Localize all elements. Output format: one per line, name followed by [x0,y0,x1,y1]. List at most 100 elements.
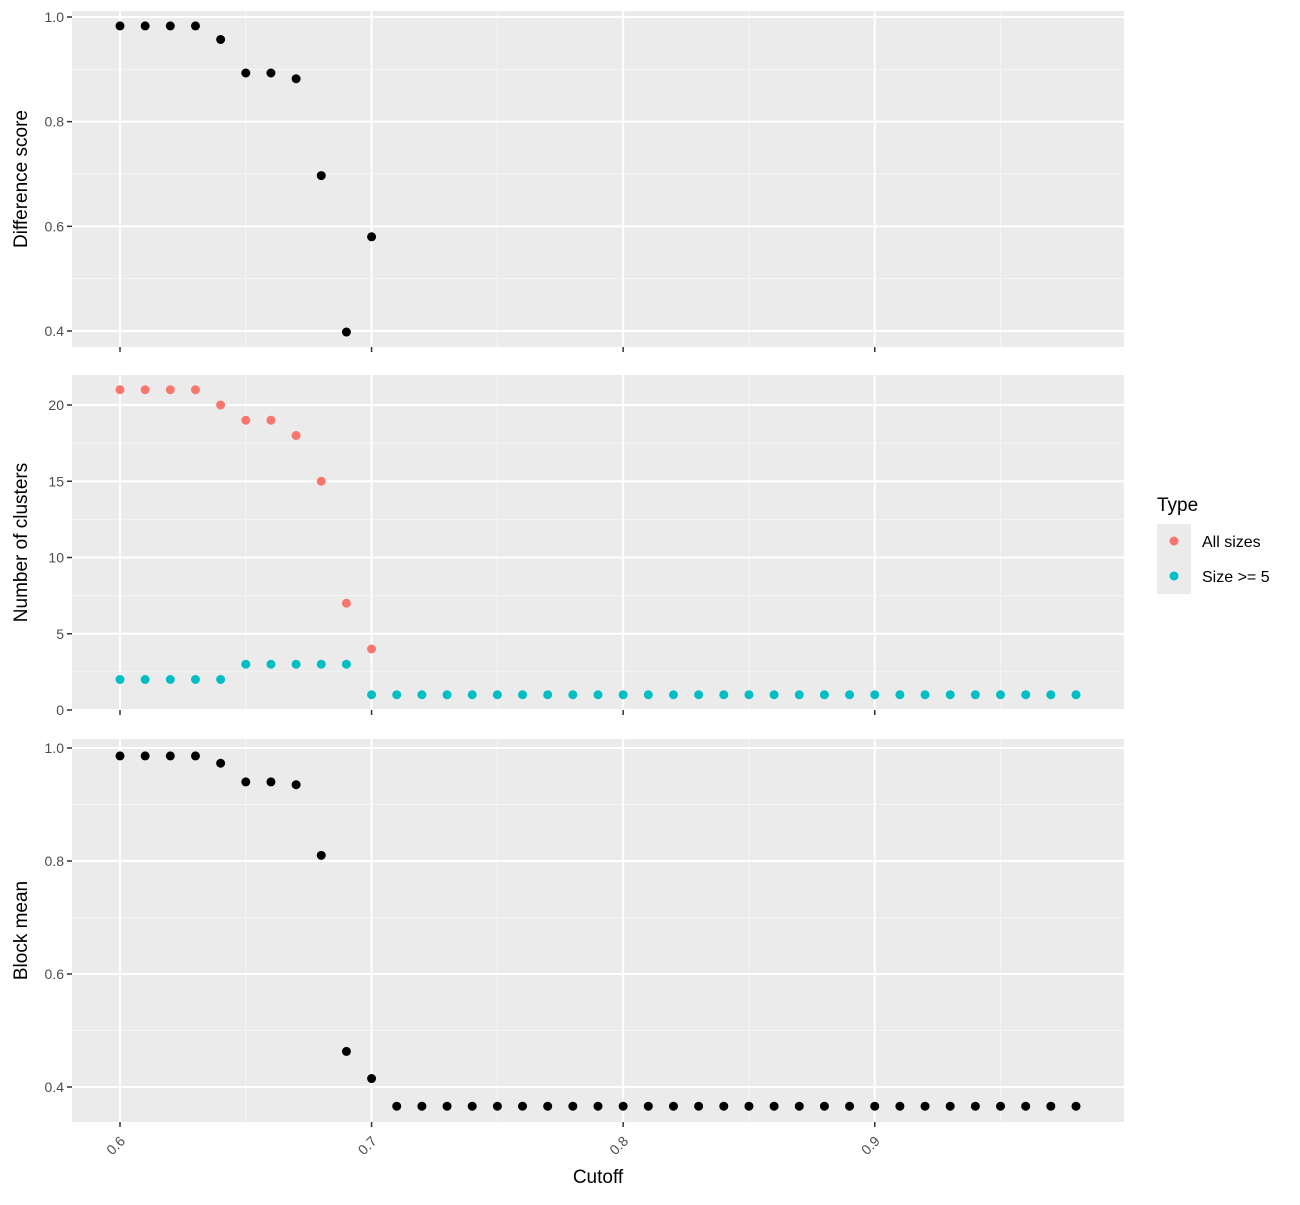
bottom-data-point-series-1 [970,1101,980,1111]
middle-data-point-series-2 [1046,690,1056,700]
bottom-data-point-series-1 [668,1101,678,1111]
bottom-y-tick-label: 0.4 [45,1079,65,1095]
middle-data-point-series-1 [140,385,150,395]
middle-data-point-series-2 [291,659,301,669]
bottom-data-point-series-1 [367,1074,377,1084]
middle-data-point-series-2 [744,690,754,700]
bottom-data-point-series-1 [945,1101,955,1111]
bottom-data-point-series-1 [190,751,200,761]
middle-data-point-series-2 [769,690,779,700]
middle-data-point-series-2 [492,690,502,700]
middle-data-point-series-2 [266,659,276,669]
middle-data-point-series-1 [115,385,125,395]
middle-data-point-series-1 [190,385,200,395]
middle-data-point-series-2 [618,690,628,700]
top-y-tick-label: 0.8 [45,114,65,130]
middle-data-point-series-2 [442,690,452,700]
top-data-point-series-1 [367,232,377,242]
legend-key-2 [1169,571,1179,581]
top-y-tick-label: 1.0 [45,9,65,25]
top-data-point-series-1 [266,68,276,78]
bottom-data-point-series-1 [568,1101,578,1111]
bottom-data-point-series-1 [467,1101,477,1111]
bottom-data-point-series-1 [140,751,150,761]
bottom-data-point-series-1 [115,751,125,761]
middle-data-point-series-2 [241,659,251,669]
middle-data-point-series-2 [845,690,855,700]
middle-data-point-series-1 [266,415,276,425]
bottom-data-point-series-1 [769,1101,779,1111]
middle-data-point-series-2 [543,690,553,700]
middle-data-point-series-2 [945,690,955,700]
bottom-data-point-series-1 [719,1101,729,1111]
top-panel-background [72,11,1124,347]
middle-data-point-series-1 [316,476,326,486]
legend-label-2: Size >= 5 [1202,569,1270,586]
bottom-data-point-series-1 [694,1101,704,1111]
bottom-data-point-series-1 [1046,1101,1056,1111]
middle-y-tick-label: 15 [48,473,64,489]
top-data-point-series-1 [241,68,251,78]
middle-y-tick-label: 20 [48,397,64,413]
legend-key-1 [1169,536,1179,546]
bottom-x-tick-label: 0.7 [355,1133,380,1158]
middle-data-point-series-2 [694,690,704,700]
middle-panel-background [72,375,1124,710]
middle-data-point-series-2 [165,675,175,684]
bottom-data-point-series-1 [492,1101,502,1111]
bottom-y-tick-label: 0.6 [45,966,65,982]
bottom-data-point-series-1 [744,1101,754,1111]
top-data-point-series-1 [291,74,301,84]
middle-data-point-series-2 [467,690,477,700]
bottom-data-point-series-1 [593,1101,603,1111]
bottom-data-point-series-1 [266,777,276,787]
bottom-data-point-series-1 [392,1101,402,1111]
top-data-point-series-1 [190,21,200,31]
bottom-x-tick-label: 0.6 [103,1133,128,1158]
bottom-data-point-series-1 [618,1101,628,1111]
bottom-data-point-series-1 [241,777,251,787]
middle-data-point-series-2 [1071,690,1081,700]
top-data-point-series-1 [115,21,125,31]
middle-data-point-series-1 [367,644,377,654]
bottom-data-point-series-1 [920,1101,930,1111]
middle-data-point-series-2 [316,659,326,669]
bottom-y-tick-label: 0.8 [45,853,65,869]
top-data-point-series-1 [165,21,175,31]
middle-data-point-series-2 [643,690,653,700]
bottom-data-point-series-1 [845,1101,855,1111]
top-y-tick-label: 0.4 [45,323,65,339]
middle-data-point-series-2 [996,690,1006,700]
bottom-data-point-series-1 [518,1101,528,1111]
bottom-data-point-series-1 [216,758,226,768]
middle-data-point-series-2 [216,675,226,684]
middle-data-point-series-1 [291,431,301,440]
top-data-point-series-1 [140,21,150,31]
bottom-data-point-series-1 [996,1101,1006,1111]
middle-data-point-series-2 [819,690,829,700]
middle-data-point-series-1 [341,598,351,608]
middle-y-axis-label: Number of clusters [11,463,32,622]
middle-data-point-series-2 [593,690,603,700]
middle-data-point-series-1 [216,400,226,410]
bottom-x-tick-label: 0.9 [858,1133,883,1158]
bottom-data-point-series-1 [794,1101,804,1111]
middle-data-point-series-2 [115,675,125,684]
middle-data-point-series-2 [392,690,402,700]
middle-data-point-series-2 [668,690,678,700]
bottom-data-point-series-1 [895,1101,905,1111]
middle-data-point-series-2 [140,675,150,684]
middle-data-point-series-1 [165,385,175,395]
middle-y-tick-label: 0 [56,702,64,718]
bottom-x-tick-label: 0.8 [606,1133,631,1158]
bottom-y-tick-label: 1.0 [45,740,65,756]
bottom-data-point-series-1 [316,850,326,860]
top-data-point-series-1 [216,35,226,45]
middle-data-point-series-2 [794,690,804,700]
bottom-data-point-series-1 [291,780,301,790]
legend-label-1: All sizes [1202,534,1261,551]
middle-data-point-series-2 [518,690,528,700]
bottom-data-point-series-1 [1021,1101,1031,1111]
middle-data-point-series-2 [895,690,905,700]
